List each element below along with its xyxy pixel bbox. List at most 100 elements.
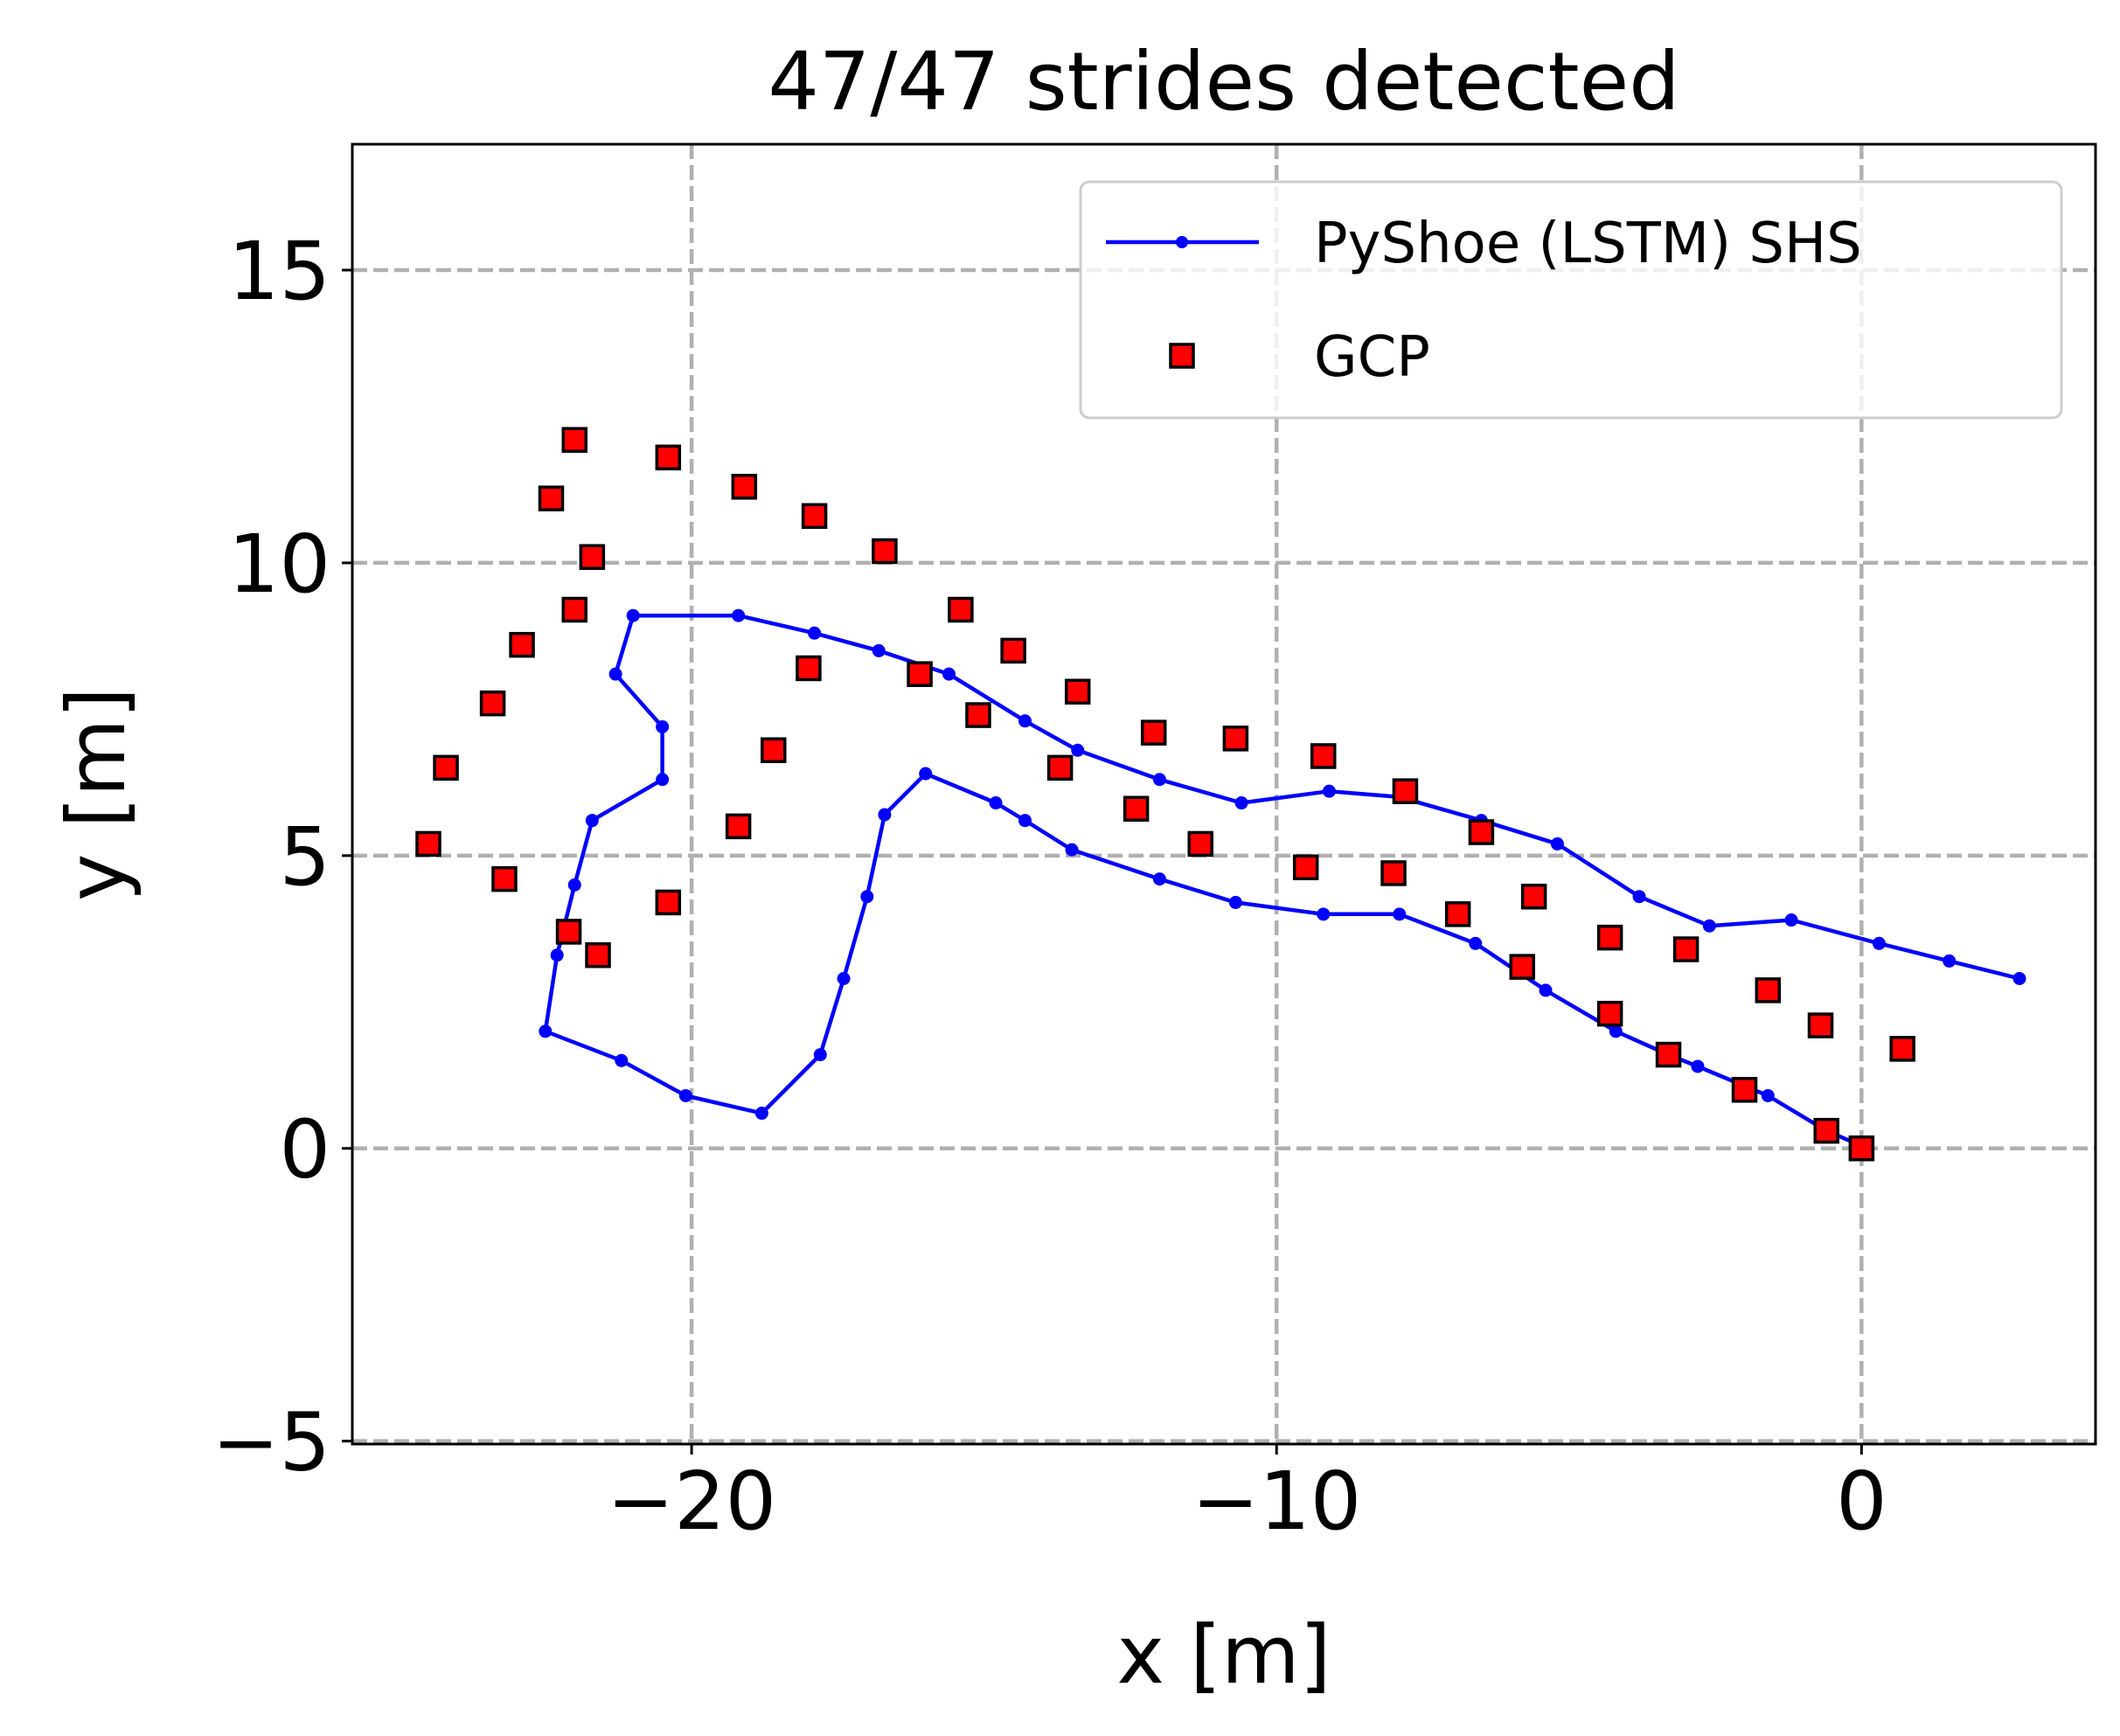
y-tick-label: 15 xyxy=(228,225,330,318)
x-tick-label: −10 xyxy=(1192,1455,1361,1548)
plot-series xyxy=(415,427,2026,1162)
trajectory-point xyxy=(1065,843,1079,857)
trajectory-point xyxy=(808,626,822,640)
trajectory-point xyxy=(872,643,886,657)
gcp-marker xyxy=(1187,830,1213,858)
trajectory-point xyxy=(1702,919,1716,933)
x-axis-label: x [m] xyxy=(1116,1608,1331,1702)
gcp-marker xyxy=(1813,1117,1839,1144)
gcp-marker xyxy=(1596,924,1623,951)
trajectory-point xyxy=(1228,895,1242,909)
trajectory-point xyxy=(1152,872,1166,886)
trajectory-point xyxy=(567,878,581,892)
x-tick-label: 0 xyxy=(1836,1455,1887,1548)
trajectory-point xyxy=(656,719,670,733)
gcp-marker xyxy=(1468,819,1495,845)
trajectory-point xyxy=(2012,971,2026,985)
legend-label-gcp: GCP xyxy=(1314,325,1430,390)
trajectory-point xyxy=(989,796,1003,810)
gcp-marker xyxy=(538,485,565,511)
gcp-marker xyxy=(561,596,588,623)
gcp-marker xyxy=(1064,678,1091,705)
gcp-marker xyxy=(655,889,682,916)
gcp-marker xyxy=(585,941,611,969)
gcp-marker xyxy=(1392,778,1419,804)
trajectory-point xyxy=(1317,907,1331,921)
gcp-marker xyxy=(555,919,582,945)
trajectory-point xyxy=(1609,1024,1623,1038)
trajectory-point xyxy=(1872,936,1886,950)
trajectory-point xyxy=(1539,983,1553,997)
x-tick-label: −20 xyxy=(607,1455,776,1548)
trajectory-point xyxy=(615,1053,629,1067)
gcp-marker xyxy=(1672,936,1699,962)
gcp-marker xyxy=(1755,977,1782,1003)
legend-box xyxy=(1079,180,2063,420)
trajectory-point xyxy=(1761,1088,1775,1102)
axis-ticks: −20 −10 0 −5 0 5 10 15 xyxy=(212,225,1887,1548)
trajectory-point xyxy=(585,814,599,828)
trajectory-point xyxy=(813,1048,827,1062)
trajectory-point xyxy=(1018,814,1032,828)
trajectory-point xyxy=(656,773,670,787)
gcp-marker xyxy=(655,444,682,471)
trajectory-point xyxy=(1784,913,1798,927)
trajectory-point xyxy=(837,971,851,985)
trajectory-point xyxy=(678,1088,692,1102)
trajectory-point xyxy=(1234,796,1248,810)
gcp-marker xyxy=(796,655,822,682)
gcp-marker xyxy=(725,813,752,840)
gcp-marker xyxy=(1444,901,1471,927)
legend-marker-swatch xyxy=(1169,343,1195,369)
y-tick-label: 10 xyxy=(228,517,330,611)
gcp-marker xyxy=(1380,860,1407,886)
gcp-marker xyxy=(561,427,588,454)
gcp-marker xyxy=(1292,854,1319,880)
gcp-marker xyxy=(415,830,441,858)
gcp-marker xyxy=(491,865,518,892)
gcp-marker xyxy=(1807,1012,1834,1038)
trajectory-point xyxy=(732,608,746,622)
gcp-marker xyxy=(948,596,974,623)
trajectory-point xyxy=(878,808,892,822)
trajectory-point xyxy=(1632,890,1646,904)
gcp-marker xyxy=(1123,795,1150,822)
legend: PyShoe (LSTM) SHS GCP xyxy=(1079,180,2063,420)
trajectory-point xyxy=(1943,954,1957,968)
gcp-marker xyxy=(579,544,606,570)
gcp-marker xyxy=(731,474,758,500)
trajectory-point xyxy=(754,1107,768,1121)
gcp-marker xyxy=(872,538,898,565)
y-tick-label: 5 xyxy=(279,810,330,904)
gcp-marker xyxy=(801,503,828,530)
gcp-marker xyxy=(1731,1077,1758,1103)
legend-dot-swatch xyxy=(1176,236,1188,248)
y-tick-label: −5 xyxy=(212,1396,330,1489)
trajectory-point xyxy=(626,608,640,622)
gcp-marker xyxy=(1655,1041,1682,1068)
trajectory-point xyxy=(1152,773,1166,787)
trajectory-point xyxy=(1550,837,1564,851)
gcp-marker xyxy=(1889,1036,1915,1062)
trajectory-point xyxy=(550,948,564,962)
gcp-marker xyxy=(479,690,506,717)
gcp-marker xyxy=(1509,954,1536,980)
trajectory-point xyxy=(1322,784,1336,798)
trajectory-point xyxy=(539,1024,553,1038)
trajectory-point xyxy=(1018,714,1032,728)
trajectory-point xyxy=(608,667,622,681)
gcp-marker xyxy=(965,702,991,728)
trajectory-point xyxy=(1071,743,1085,757)
trajectory-point xyxy=(1469,936,1483,950)
gcp-marker xyxy=(433,754,459,781)
gcp-marker xyxy=(761,737,787,764)
gcp-marker xyxy=(1222,726,1249,752)
gcp-marker xyxy=(1596,1000,1623,1027)
trajectory-point xyxy=(919,767,933,781)
y-tick-label: 0 xyxy=(279,1103,330,1197)
trajectory-point xyxy=(1691,1059,1705,1073)
gcp-marker xyxy=(1000,637,1026,664)
gcp-marker xyxy=(1140,719,1167,746)
chart-title: 47/47 strides detected xyxy=(768,35,1679,128)
